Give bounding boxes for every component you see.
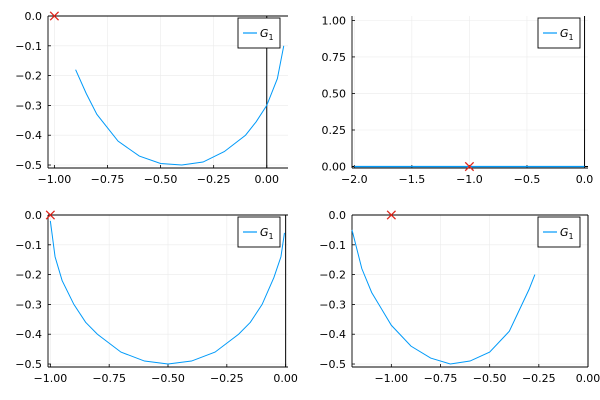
legend-label: G1 [260,226,274,241]
critical-point-marker [49,11,60,21]
x-tick-label: −0.75 [91,173,125,186]
x-tick-label: −0.50 [473,372,507,385]
legend-label: G1 [560,226,574,241]
x-tick-label: −0.75 [424,372,458,385]
x-tick-label: −0.50 [151,372,185,385]
x-tick-label: 0.0 [576,173,594,186]
y-tick-label: −0.3 [319,298,346,311]
critical-point-marker [464,161,475,172]
y-tick-label: 0.0 [25,10,43,23]
y-tick-label: 0.75 [322,51,347,64]
x-tick-label: −1.00 [38,173,72,186]
x-tick-label: 0.00 [273,372,298,385]
x-tick-label: −1.00 [374,372,408,385]
x-tick-label: −1.5 [399,173,426,186]
x-tick-label: −2.0 [341,173,368,186]
y-tick-label: −0.2 [15,269,42,282]
y-tick-label: 0.0 [25,209,43,222]
y-tick-label: −0.5 [15,358,42,371]
y-tick-label: 0.0 [329,209,347,222]
x-tick-label: −1.00 [33,372,67,385]
legend: G1 [537,216,581,248]
y-tick-label: −0.3 [15,99,42,112]
y-tick-label: −0.4 [319,328,346,341]
legend: G1 [537,17,581,49]
y-tick-label: −0.2 [15,70,42,83]
y-tick-label: −0.5 [319,358,346,371]
y-tick-label: 0.00 [322,161,347,174]
legend: G1 [237,17,281,49]
x-tick-label: −0.25 [197,173,231,186]
y-tick-label: −0.1 [319,239,346,252]
y-tick-label: −0.5 [15,159,42,172]
x-tick-label: −0.25 [210,372,244,385]
series-line-g1 [351,229,536,365]
legend: G1 [237,216,281,248]
y-tick-label: −0.2 [319,269,346,282]
y-tick-label: −0.1 [15,239,42,252]
x-tick-label: −1.0 [456,173,483,186]
y-tick-label: −0.4 [15,129,42,142]
legend-label: G1 [260,27,274,42]
y-tick-label: 1.00 [322,14,347,27]
x-tick-label: 0.00 [255,173,280,186]
y-tick-label: −0.1 [15,40,42,53]
subplot-1: −1.00 −0.75 −0.50 −0.25 0.00 0.0 −0.1 −0.2 −0.3 −… [15,10,288,186]
x-tick-label: −0.5 [514,173,541,186]
series-line-g1 [75,45,285,166]
critical-point-marker [45,210,56,220]
y-tick-label: 0.25 [322,124,347,137]
critical-point-marker [386,210,396,220]
y-tick-label: −0.4 [15,328,42,341]
legend-label: G1 [560,27,574,42]
x-tick-label: 0.00 [576,372,600,385]
y-tick-label: −0.3 [15,298,42,311]
y-tick-label: 0.50 [322,87,347,100]
x-tick-label: −0.75 [92,372,126,385]
subplot-3: −1.00 −0.75 −0.50 −0.25 0.00 0.0 −0.1 −0.2 −0.3 −… [15,209,298,385]
series-line-g1 [49,220,285,365]
x-tick-label: −0.50 [144,173,178,186]
subplot-4: −1.00 −0.75 −0.50 −0.25 0.00 0.0 −0.1 −0.2 −0.3 −… [319,209,600,385]
x-tick-label: −0.25 [522,372,556,385]
subplot-2: −2.0 −1.5 −1.0 −0.5 0.0 0.00 0.25 0.50 0.75 1.00 G… [322,14,594,186]
